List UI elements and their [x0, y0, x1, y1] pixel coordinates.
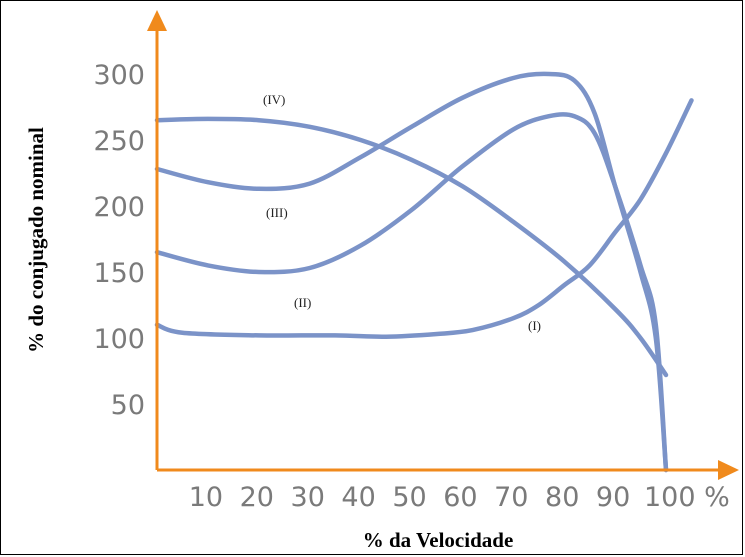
y-tick-label: 250 — [93, 126, 145, 157]
series-line-2 — [154, 112, 669, 473]
y-tick-label: 100 — [93, 324, 145, 355]
x-tick-label: 40 — [341, 482, 375, 513]
curve-label-iii: (III) — [266, 205, 288, 220]
x-tick-label: 50 — [392, 482, 426, 513]
y-tick-label: 50 — [111, 390, 145, 421]
x-tick-label: 10 — [189, 482, 223, 513]
y-tick-label: 150 — [93, 258, 145, 289]
series-line-3 — [154, 71, 669, 473]
x-tick-label: 60 — [443, 482, 477, 513]
series-line-4 — [154, 116, 669, 378]
x-axis-title: % da Velocidade — [363, 528, 514, 552]
x-tick-label: 90 — [596, 482, 630, 513]
y-axis-title: % do conjugado nominal — [24, 127, 48, 353]
series-layer — [154, 71, 694, 473]
x-tick-label: 100 % — [644, 482, 730, 513]
x-tick-label: 30 — [291, 482, 325, 513]
x-axis-arrow — [718, 460, 739, 480]
x-tick-label: 70 — [494, 482, 528, 513]
curve-label-i: (I) — [528, 318, 541, 333]
y-tick-label: 200 — [93, 192, 145, 223]
curve-label-iv: (IV) — [263, 92, 285, 107]
x-tick-labels: 10 20 30 40 50 60 70 80 90 100 % — [189, 482, 730, 513]
series-line-1 — [154, 98, 694, 339]
y-tick-label: 300 — [93, 60, 145, 91]
y-axis-arrow — [147, 10, 167, 31]
y-tick-labels: 300 250 200 150 100 50 — [93, 60, 145, 421]
x-tick-label: 20 — [240, 482, 274, 513]
x-tick-label: 80 — [545, 482, 579, 513]
curve-label-ii: (II) — [294, 295, 311, 310]
